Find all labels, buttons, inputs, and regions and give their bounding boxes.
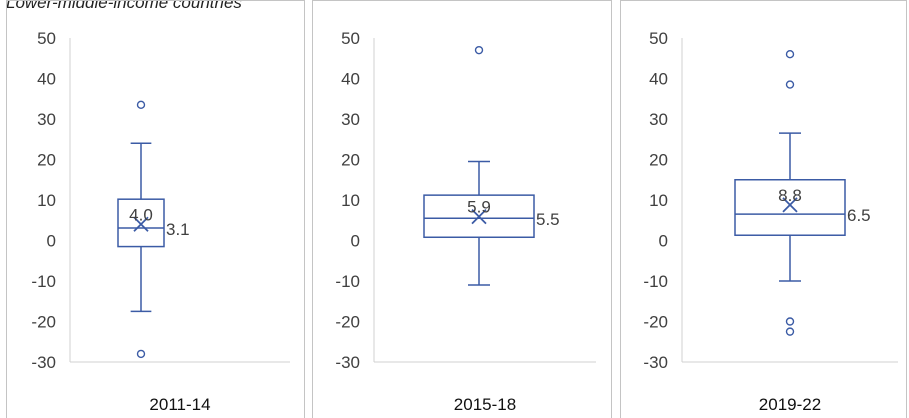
outlier-point [474,45,484,55]
outlier-point [785,80,795,89]
panel-border [620,0,907,418]
y-tick-label: -10 [31,272,56,291]
y-tick-label: 0 [659,232,668,251]
outlier-point [785,50,795,59]
y-tick-label: -10 [643,272,668,291]
y-tick-label: -10 [335,272,360,291]
y-tick-label: 30 [649,110,668,129]
y-tick-label: -30 [643,353,668,372]
y-tick-label: 40 [341,70,360,89]
mean-marker [133,216,149,232]
y-tick-label: 10 [37,191,56,210]
y-tick-label: -30 [31,353,56,372]
y-tick-label: -20 [335,313,360,332]
x-category-label: 2019-22 [759,395,821,414]
boxplot-panel-1: 50 40 30 20 10 0 -10 -20 -30 2011-14 4.0 3.1 [6,0,305,418]
chart-caption: Lower-middle-income countries [6,0,242,12]
median-label: 3.1 [166,220,190,239]
y-tick-label: 20 [649,151,668,170]
boxplot-panel-3: 50 40 30 20 10 0 -10 -20 -30 2019-22 8.8 6.5 [620,0,907,418]
y-tick-label: 40 [37,70,56,89]
median-label: 6.5 [847,206,871,225]
x-category-label: 2015-18 [454,395,516,414]
outlier-point [785,327,795,336]
y-tick-label: 10 [341,191,360,210]
mean-marker [782,197,798,213]
y-tick-label: -30 [335,353,360,372]
boxplot-panel-2: 50 40 30 20 10 0 -10 -20 -30 2015-18 5.9 5.5 [312,0,612,418]
iqr-box [734,179,846,236]
y-tick-label: 30 [341,110,360,129]
y-tick-label: 0 [351,232,360,251]
outlier-point [136,100,146,110]
y-tick-label: 0 [47,232,56,251]
mean-label: 4.0 [129,205,153,224]
panel-border [6,0,305,418]
y-tick-label: 50 [37,29,56,48]
y-tick-label: 50 [341,29,360,48]
iqr-box [117,198,165,248]
y-tick-label: -20 [643,313,668,332]
y-tick-label: 10 [649,191,668,210]
y-tick-label: 50 [649,29,668,48]
mean-label: 8.8 [778,186,802,205]
panel-border [312,0,612,418]
y-tick-label: -20 [31,313,56,332]
y-tick-label: 20 [341,151,360,170]
y-tick-label: 20 [37,151,56,170]
y-tick-label: 40 [649,70,668,89]
median-label: 5.5 [536,210,560,229]
mean-label: 5.9 [467,198,491,217]
x-category-label: 2011-14 [149,395,210,414]
outlier-point [136,349,146,359]
y-tick-label: 30 [37,110,56,129]
outlier-point [785,317,795,326]
mean-marker [471,208,487,225]
